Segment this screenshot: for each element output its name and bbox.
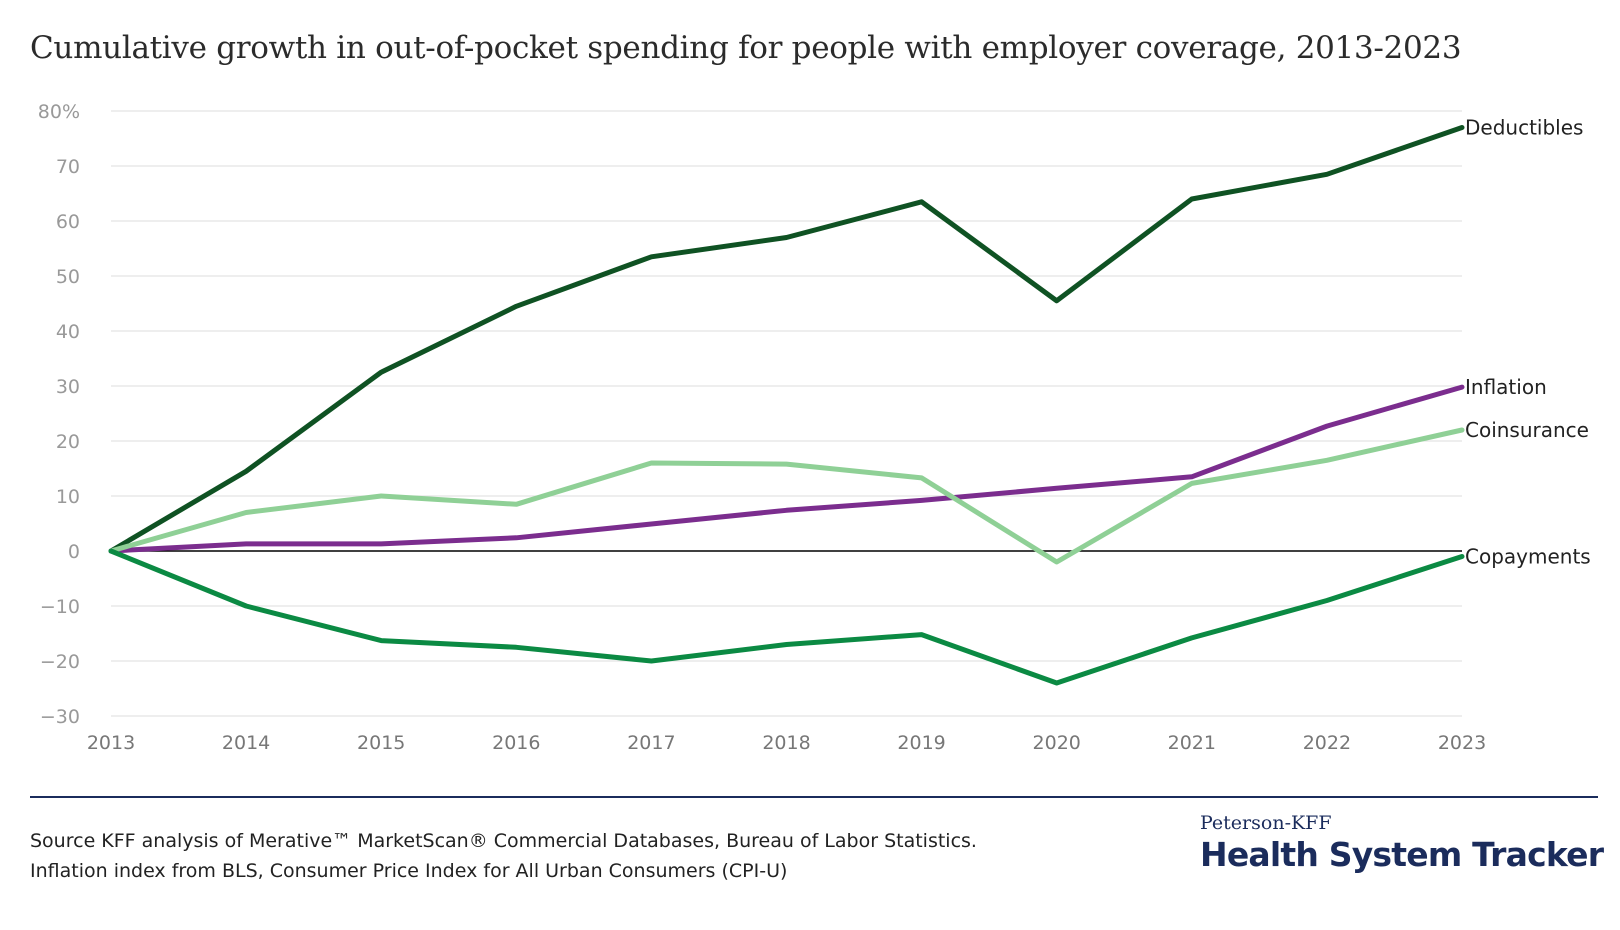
x-tick-label: 2021 — [1168, 732, 1216, 754]
series-line-deductibles — [108, 125, 1465, 554]
x-tick-label: 2022 — [1303, 732, 1351, 754]
y-tick-label: −10 — [40, 596, 80, 618]
y-tick-label: 80% — [38, 101, 80, 123]
peterson-kff-logo: Peterson-KFF Health System Tracker — [1200, 812, 1604, 874]
x-tick-label: 2017 — [627, 732, 675, 754]
source-note: Source KFF analysis of Merative™ MarketS… — [30, 826, 977, 886]
x-tick-label: 2019 — [897, 732, 945, 754]
y-tick-label: 30 — [56, 376, 80, 398]
y-tick-label: 70 — [56, 156, 80, 178]
series-label-inflation: Inflation — [1465, 375, 1547, 399]
y-tick-label: 20 — [56, 431, 80, 453]
line-chart: 80% 70 60 50 40 30 20 10 0 −10 −20 −30 2013 2014 2015… — [38, 101, 1591, 754]
series-lines — [108, 125, 1465, 686]
y-tick-label: 0 — [68, 541, 80, 563]
y-axis-ticks: 80% 70 60 50 40 30 20 10 0 −10 −20 −30 — [38, 101, 80, 728]
x-axis-ticks: 2013 2014 2015 2016 2017 2018 2019 2020 2021 2022… — [87, 732, 1486, 754]
y-tick-label: 60 — [56, 211, 80, 233]
x-tick-label: 2023 — [1438, 732, 1486, 754]
y-tick-label: −20 — [40, 651, 80, 673]
series-label-copayments: Copayments — [1465, 545, 1591, 569]
logo-org-name: Peterson-KFF — [1200, 812, 1332, 834]
x-tick-label: 2018 — [762, 732, 810, 754]
series-label-coinsurance: Coinsurance — [1465, 418, 1589, 442]
x-tick-label: 2016 — [492, 732, 540, 754]
y-tick-label: 10 — [56, 486, 80, 508]
series-labels: Deductibles Inflation Coinsurance Copayment… — [1465, 116, 1591, 569]
chart-title: Cumulative growth in out-of-pocket spend… — [30, 30, 1462, 66]
x-tick-label: 2014 — [222, 732, 270, 754]
series-line-coinsurance — [108, 427, 1465, 565]
x-tick-label: 2013 — [87, 732, 135, 754]
series-line-inflation — [108, 384, 1465, 554]
footer-divider — [30, 796, 1598, 798]
series-line-copayments — [108, 548, 1465, 686]
series-label-deductibles: Deductibles — [1465, 116, 1583, 140]
x-tick-label: 2015 — [357, 732, 405, 754]
y-tick-label: −30 — [40, 706, 80, 728]
x-tick-label: 2020 — [1033, 732, 1081, 754]
grid-lines — [111, 110, 1462, 717]
y-tick-label: 40 — [56, 321, 80, 343]
y-tick-label: 50 — [56, 266, 80, 288]
source-line-2: Inflation index from BLS, Consumer Price… — [30, 860, 788, 882]
logo-product-name: Health System Tracker — [1200, 835, 1604, 874]
source-line-1: Source KFF analysis of Merative™ MarketS… — [30, 830, 977, 852]
